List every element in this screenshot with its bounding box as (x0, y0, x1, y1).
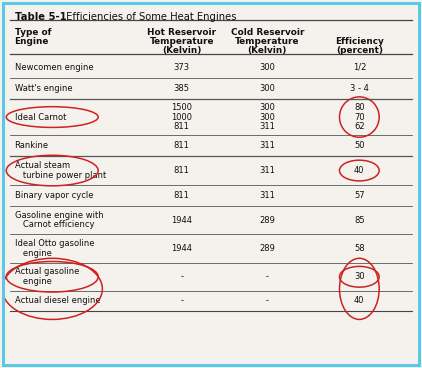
Text: 70: 70 (354, 113, 365, 121)
Text: (Kelvin): (Kelvin) (162, 46, 201, 55)
Text: 811: 811 (174, 191, 190, 200)
Text: -: - (266, 297, 269, 305)
Text: 311: 311 (260, 166, 275, 175)
Text: 85: 85 (354, 216, 365, 224)
Text: Ideal Carnot: Ideal Carnot (15, 113, 66, 121)
Text: (Kelvin): (Kelvin) (248, 46, 287, 55)
Text: 40: 40 (354, 297, 365, 305)
Text: 1/2: 1/2 (353, 63, 366, 72)
Text: Efficiency: Efficiency (335, 37, 384, 46)
Text: Watt's engine: Watt's engine (15, 84, 72, 93)
Text: 289: 289 (260, 244, 275, 253)
Text: 57: 57 (354, 191, 365, 200)
Text: Type of: Type of (15, 28, 51, 36)
Text: 50: 50 (354, 141, 365, 150)
Text: Temperature: Temperature (235, 37, 300, 46)
Text: 58: 58 (354, 244, 365, 253)
Text: Gasoline engine with: Gasoline engine with (15, 210, 103, 220)
Text: 811: 811 (174, 123, 190, 131)
Text: Carnot efficiency: Carnot efficiency (15, 220, 94, 229)
Text: 373: 373 (174, 63, 190, 72)
Text: Ideal Otto gasoline: Ideal Otto gasoline (15, 239, 94, 248)
Text: 300: 300 (260, 113, 275, 121)
Text: 1944: 1944 (171, 244, 192, 253)
Text: -: - (180, 272, 183, 281)
Text: 311: 311 (260, 141, 275, 150)
Text: (percent): (percent) (336, 46, 383, 55)
Text: engine: engine (15, 249, 51, 258)
Text: Actual steam: Actual steam (15, 161, 70, 170)
Text: 1500: 1500 (171, 103, 192, 112)
Text: 30: 30 (354, 272, 365, 281)
Text: 300: 300 (260, 103, 275, 112)
Text: Actual diesel engine: Actual diesel engine (15, 297, 100, 305)
Text: 811: 811 (174, 166, 190, 175)
Text: 385: 385 (174, 84, 190, 93)
Text: -: - (180, 297, 183, 305)
Text: Cold Reservoir: Cold Reservoir (231, 28, 304, 36)
Text: 1944: 1944 (171, 216, 192, 224)
Text: 3 - 4: 3 - 4 (350, 84, 369, 93)
Text: Hot Reservoir: Hot Reservoir (147, 28, 216, 36)
Text: 311: 311 (260, 123, 275, 131)
Text: 289: 289 (260, 216, 275, 224)
Text: Newcomen engine: Newcomen engine (15, 63, 93, 72)
Text: 311: 311 (260, 191, 275, 200)
Text: 811: 811 (174, 141, 190, 150)
Text: Engine: Engine (15, 37, 49, 46)
Text: 62: 62 (354, 123, 365, 131)
Text: Efficiencies of Some Heat Engines: Efficiencies of Some Heat Engines (63, 12, 236, 22)
Text: Table 5-1: Table 5-1 (15, 12, 66, 22)
Text: Rankine: Rankine (15, 141, 49, 150)
Text: Temperature: Temperature (149, 37, 214, 46)
Text: 80: 80 (354, 103, 365, 112)
Text: turbine power plant: turbine power plant (15, 171, 106, 180)
Text: -: - (266, 272, 269, 281)
Text: engine: engine (15, 277, 51, 286)
Text: Actual gasoline: Actual gasoline (15, 268, 79, 276)
Text: 40: 40 (354, 166, 365, 175)
Text: 1000: 1000 (171, 113, 192, 121)
Text: 300: 300 (260, 84, 275, 93)
Text: Binary vapor cycle: Binary vapor cycle (15, 191, 93, 200)
Text: 300: 300 (260, 63, 275, 72)
